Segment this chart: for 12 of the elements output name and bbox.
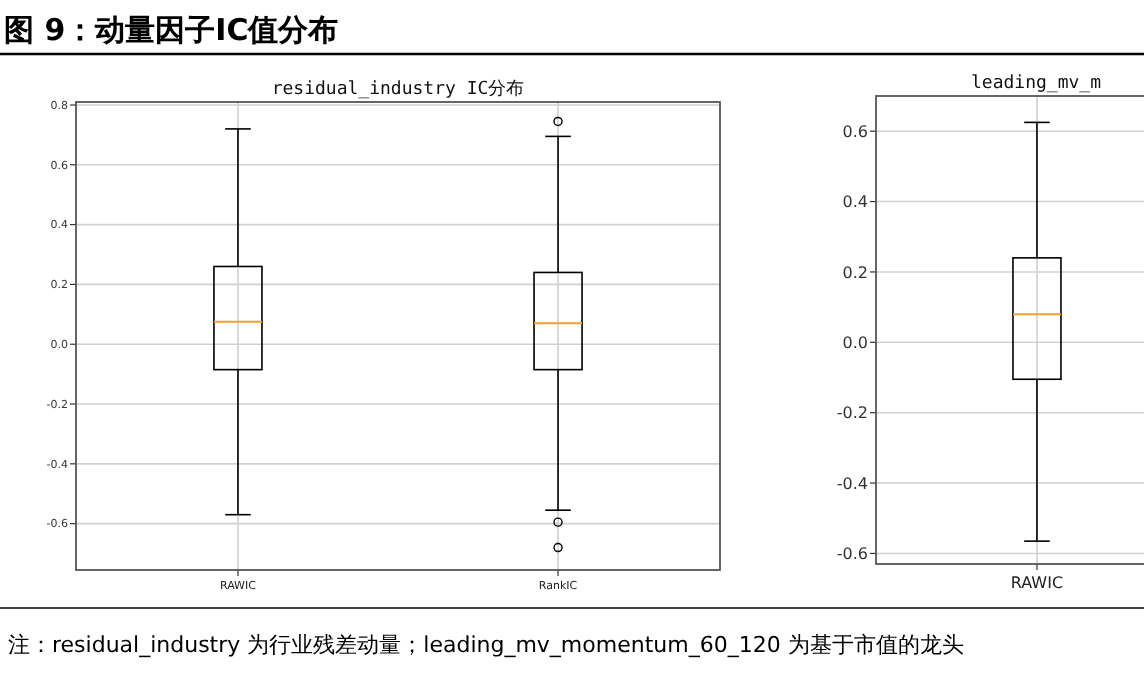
y-tick-label: -0.2	[836, 404, 868, 423]
chart-title: leading_mv_m	[970, 74, 1102, 94]
y-tick-label: 0.6	[842, 122, 868, 141]
y-tick-label: -0.6	[836, 545, 868, 564]
y-tick-label: 0.4	[842, 193, 868, 212]
caption: 图 9：动量因子IC值分布	[4, 12, 339, 48]
x-tick-label: RAWIC	[1010, 574, 1064, 592]
chart-title: residual_industry IC分布	[271, 78, 525, 100]
y-tick-label: 0.0	[842, 333, 868, 352]
y-tick-label: 0.2	[842, 263, 868, 282]
text: 注：residual_industry 为行业残差动量；leading_mv_momentum_60_120 为基于市值的龙头	[8, 632, 964, 658]
y-tick-label: -0.4	[836, 474, 868, 493]
